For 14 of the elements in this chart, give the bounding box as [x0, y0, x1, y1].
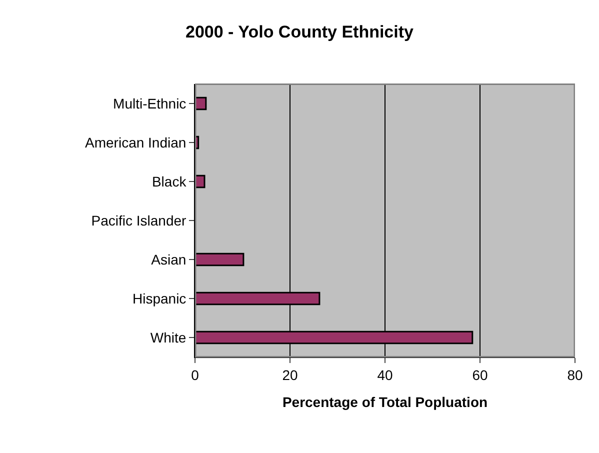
y-tick-label: Hispanic — [132, 290, 186, 306]
x-tick-label: 80 — [567, 366, 583, 383]
x-tick-label: 20 — [282, 366, 298, 383]
y-tick-label: Asian — [151, 251, 186, 268]
x-axis-title: Percentage of Total Popluation — [282, 394, 488, 410]
y-tick-label: Black — [152, 173, 188, 190]
y-tick-label: Multi-Ethnic — [113, 95, 186, 112]
x-tick-label: 40 — [377, 366, 393, 383]
y-tick-label: Pacific Islander — [91, 212, 187, 228]
x-tick-label: 60 — [472, 366, 488, 383]
y-tick-label: White — [150, 329, 186, 346]
x-tick-label: 0 — [191, 366, 200, 383]
y-tick-label: American Indian — [85, 134, 186, 150]
chart-title: 2000 - Yolo County Ethnicity — [186, 22, 414, 42]
